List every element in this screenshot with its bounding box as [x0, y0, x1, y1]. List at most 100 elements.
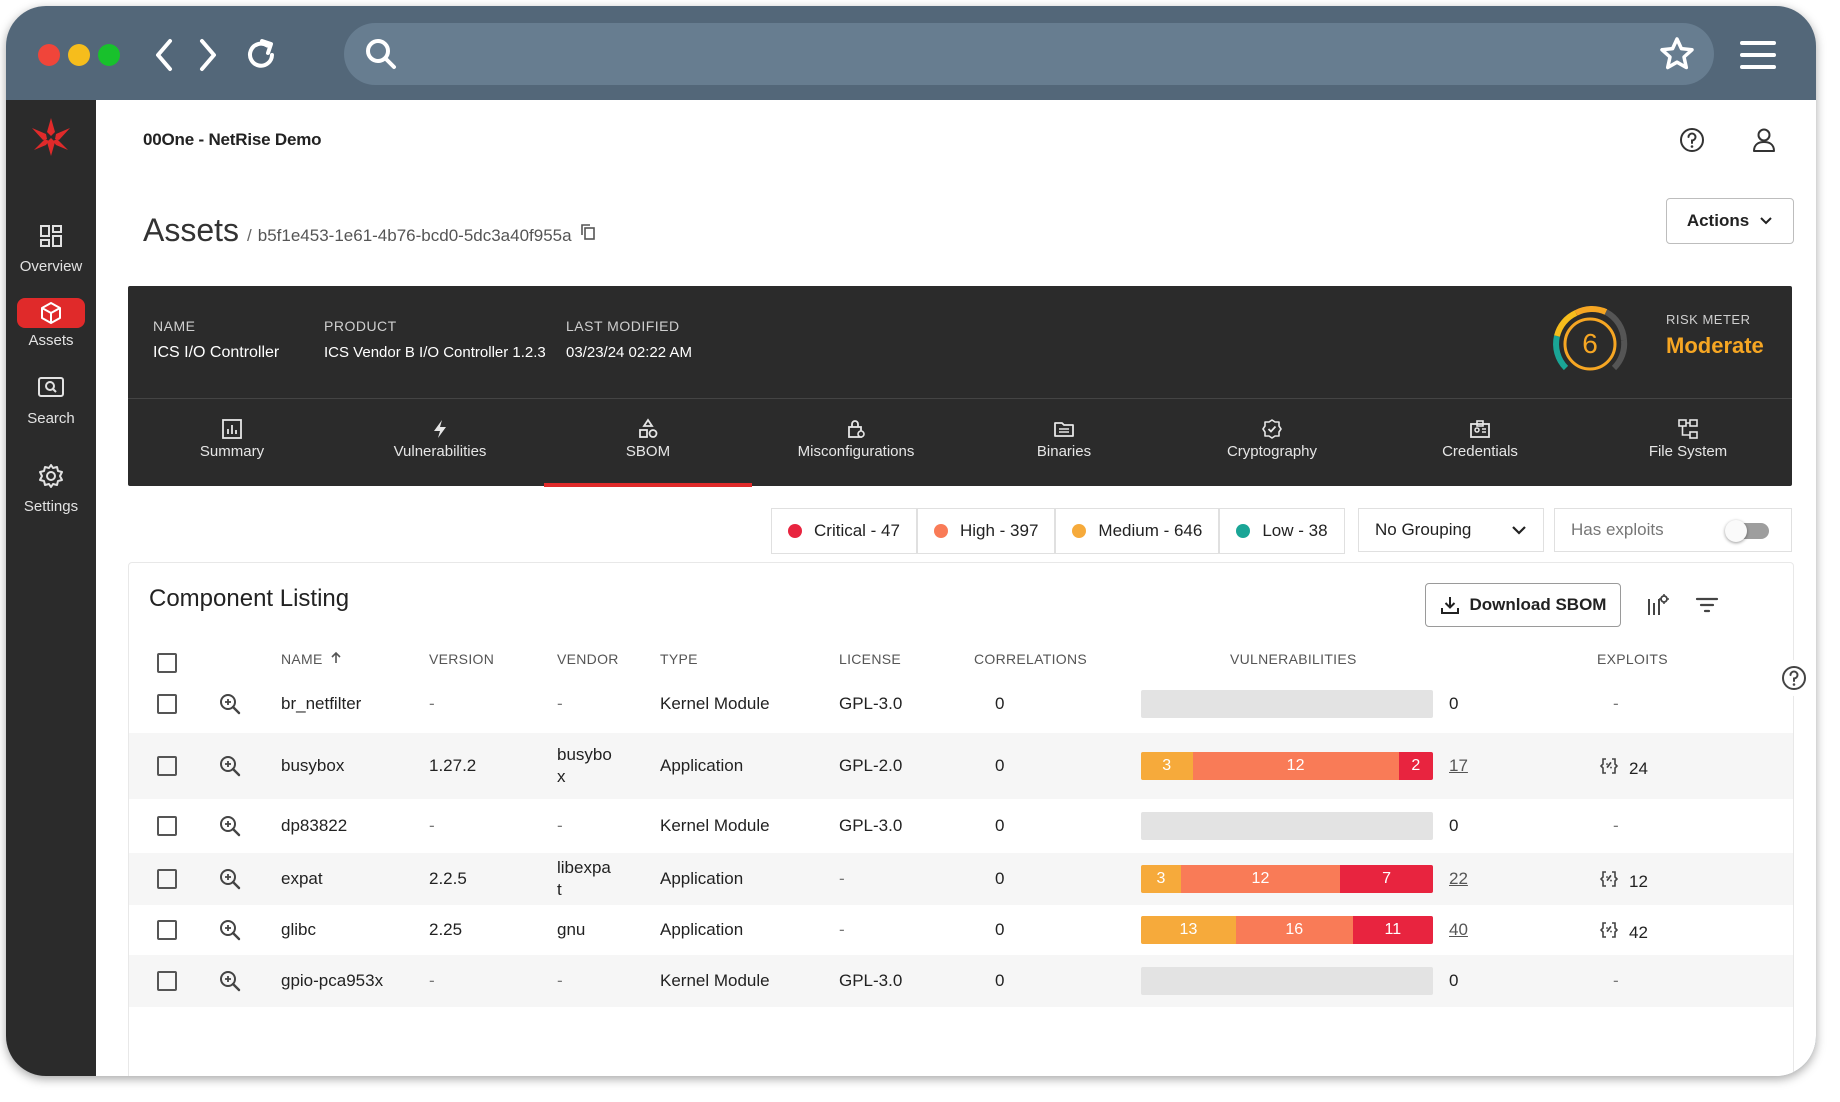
vuln-segment-medium: 13 [1141, 916, 1236, 944]
help-icon[interactable] [1776, 660, 1812, 696]
zoom-in-icon[interactable] [217, 968, 243, 994]
table-row[interactable]: gpio-pca953x - - Kernel Module GPL-3.0 0 0 - [129, 955, 1793, 1007]
asset-tabs: Summary Vulnerabilities SBOM Misconfigur… [128, 398, 1792, 487]
browser-toolbar [6, 6, 1816, 100]
row-checkbox[interactable] [157, 694, 177, 714]
table-row[interactable]: expat 2.2.5 libexpat Application -0 3 12 7 22 12 [129, 853, 1793, 905]
exploit-icon [1599, 756, 1619, 781]
exploit-count: - [1613, 816, 1619, 835]
vulnerability-bar[interactable] [1141, 690, 1433, 718]
cube-icon [17, 298, 85, 328]
close-window-button[interactable] [38, 44, 60, 66]
vuln-segment-critical: 7 [1340, 865, 1433, 893]
vulnerability-count-link: 0 [1449, 816, 1459, 835]
vulnerability-count-link[interactable]: 22 [1449, 869, 1468, 888]
help-icon[interactable] [1670, 118, 1714, 162]
tab-misconfigurations[interactable]: Misconfigurations [752, 399, 960, 487]
sidebar-item-search[interactable]: Search [6, 370, 96, 427]
select-all-checkbox[interactable] [157, 653, 177, 673]
column-settings-icon[interactable] [1637, 585, 1677, 625]
tab-label: Binaries [1036, 443, 1092, 460]
zoom-in-icon[interactable] [217, 813, 243, 839]
folder-icon [960, 415, 1168, 443]
table-row[interactable]: br_netfilter - - Kernel Module GPL-3.0 0 0 - [129, 675, 1793, 733]
sidebar-item-assets[interactable]: Assets [6, 298, 96, 349]
star-icon[interactable] [1652, 29, 1702, 79]
column-header-license[interactable]: LICENSE [839, 651, 902, 667]
column-header-correlations[interactable]: CORRELATIONS [974, 651, 1088, 667]
tab-cryptography[interactable]: Cryptography [1168, 399, 1376, 487]
tab-binaries[interactable]: Binaries [960, 399, 1168, 487]
medium-dot [1072, 524, 1087, 538]
vulnerability-count-link[interactable]: 17 [1449, 756, 1468, 775]
filter-icon[interactable] [1687, 585, 1727, 625]
tab-sbom[interactable]: SBOM [544, 399, 752, 487]
row-checkbox[interactable] [157, 869, 177, 889]
component-license: - [839, 920, 845, 939]
vulnerability-bar[interactable] [1141, 812, 1433, 840]
vulnerability-count-link[interactable]: 40 [1449, 920, 1468, 939]
tab-label: Cryptography [1226, 443, 1318, 460]
back-icon[interactable] [139, 30, 189, 80]
has-exploits-toggle[interactable] [1725, 520, 1769, 542]
copy-icon[interactable] [580, 223, 596, 241]
component-license: GPL-3.0 [839, 694, 903, 713]
tab-vulnerabilities[interactable]: Vulnerabilities [336, 399, 544, 487]
actions-button[interactable]: Actions [1666, 198, 1794, 244]
column-header-version[interactable]: VERSION [429, 651, 495, 667]
row-checkbox[interactable] [157, 971, 177, 991]
zoom-in-icon[interactable] [217, 753, 243, 779]
component-license: - [839, 869, 845, 888]
sidebar-item-label: Overview [19, 258, 83, 275]
row-checkbox[interactable] [157, 816, 177, 836]
column-header-name[interactable]: NAME [281, 651, 342, 667]
forward-icon[interactable] [183, 30, 233, 80]
component-name: gpio-pca953x [281, 971, 384, 990]
filter-critical[interactable]: Critical - 47 [771, 508, 917, 554]
column-header-vulnerabilities[interactable]: VULNERABILITIES [1230, 651, 1357, 667]
exploit-icon [1599, 869, 1619, 894]
badge-check-icon [1168, 415, 1376, 443]
vulnerability-bar[interactable]: 13 16 11 [1141, 916, 1433, 944]
netrise-logo[interactable] [26, 112, 76, 162]
address-bar[interactable] [344, 23, 1714, 85]
reload-icon[interactable] [236, 30, 286, 80]
sidebar-item-overview[interactable]: Overview [6, 218, 96, 275]
download-sbom-button[interactable]: Download SBOM [1425, 583, 1621, 627]
tab-file-system[interactable]: File System [1584, 399, 1792, 487]
row-checkbox[interactable] [157, 756, 177, 776]
filter-medium[interactable]: Medium - 646 [1055, 508, 1220, 554]
risk-label: RISK METER [1666, 312, 1751, 327]
tab-summary[interactable]: Summary [128, 399, 336, 487]
table-row[interactable]: dp83822 - - Kernel Module GPL-3.0 0 0 - [129, 799, 1793, 853]
risk-value: Moderate [1666, 333, 1764, 358]
component-vendor: - [557, 816, 563, 835]
column-header-vendor[interactable]: VENDOR [557, 651, 619, 667]
grouping-select[interactable]: No Grouping [1358, 508, 1544, 552]
vulnerability-count-link: 0 [1449, 694, 1459, 713]
vuln-segment-high: 12 [1192, 752, 1399, 780]
vulnerability-bar[interactable]: 3 12 2 [1141, 752, 1433, 780]
search-icon[interactable] [356, 29, 406, 79]
tab-label: Credentials [1442, 443, 1518, 460]
sidebar-item-settings[interactable]: Settings [6, 458, 96, 515]
tab-credentials[interactable]: Credentials [1376, 399, 1584, 487]
table-row[interactable]: busybox 1.27.2 busybox Application GPL-2.0 0 3… [129, 733, 1793, 799]
filter-high[interactable]: High - 397 [916, 508, 1056, 554]
zoom-in-icon[interactable] [217, 866, 243, 892]
filter-low[interactable]: Low - 38 [1219, 508, 1345, 554]
zoom-in-icon[interactable] [217, 691, 243, 717]
column-header-exploits[interactable]: EXPLOITS [1597, 651, 1668, 667]
row-checkbox[interactable] [157, 920, 177, 940]
vulnerability-bar[interactable]: 3 12 7 [1141, 865, 1433, 893]
component-type: Kernel Module [660, 971, 770, 990]
hamburger-menu-icon[interactable] [1728, 30, 1788, 80]
vulnerability-bar[interactable] [1141, 967, 1433, 995]
user-icon[interactable] [1742, 118, 1786, 162]
zoom-in-icon[interactable] [217, 917, 243, 943]
minimize-window-button[interactable] [68, 44, 90, 66]
maximize-window-button[interactable] [98, 44, 120, 66]
column-header-type[interactable]: TYPE [660, 651, 698, 667]
table-row[interactable]: glibc 2.25 gnu Application - 0 13 16 11 40 42 [129, 905, 1793, 955]
component-version: - [429, 971, 435, 990]
